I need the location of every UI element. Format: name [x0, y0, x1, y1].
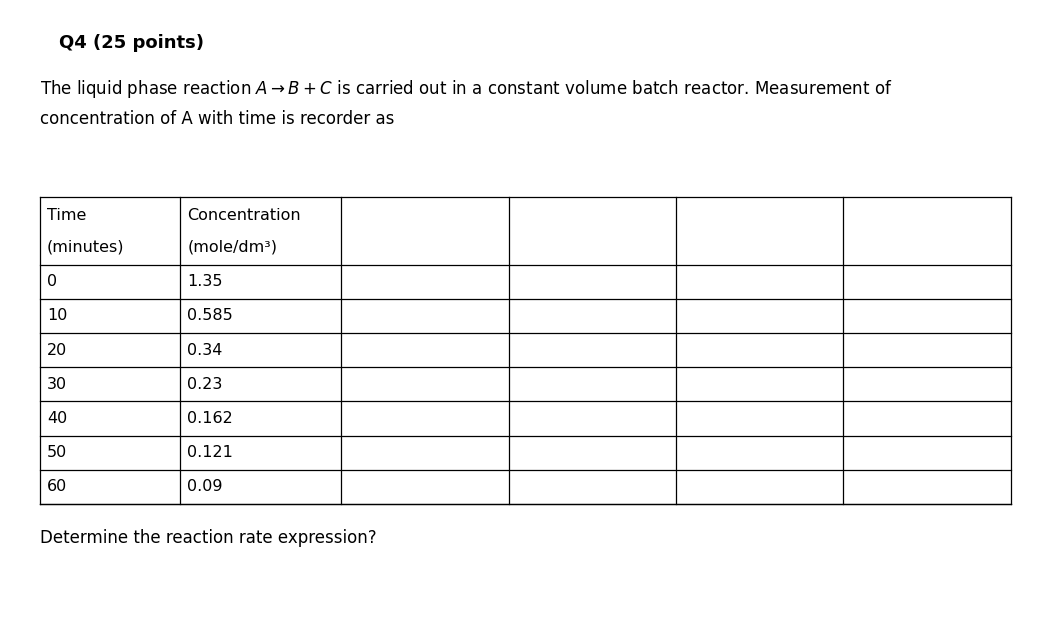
Text: 0.162: 0.162: [187, 411, 233, 426]
Text: Determine the reaction rate expression?: Determine the reaction rate expression?: [40, 529, 376, 547]
Text: 10: 10: [47, 309, 68, 324]
Text: (mole/dm³): (mole/dm³): [187, 239, 278, 254]
Text: Q4 (25 points): Q4 (25 points): [59, 34, 204, 53]
Text: 0.585: 0.585: [187, 309, 233, 324]
Text: The liquid phase reaction $A \rightarrow B + C$ is carried out in a constant vol: The liquid phase reaction $A \rightarrow…: [40, 78, 892, 100]
Text: 0.09: 0.09: [187, 480, 223, 495]
Text: 0.34: 0.34: [187, 342, 223, 357]
Text: 40: 40: [47, 411, 67, 426]
Text: 50: 50: [47, 445, 67, 460]
Text: 60: 60: [47, 480, 67, 495]
Text: 20: 20: [47, 342, 67, 357]
Text: (minutes): (minutes): [47, 239, 125, 254]
Text: Time: Time: [47, 208, 86, 223]
Text: Concentration: Concentration: [187, 208, 301, 223]
Text: 1.35: 1.35: [187, 274, 223, 289]
Text: 30: 30: [47, 377, 67, 392]
Text: concentration of A with time is recorder as: concentration of A with time is recorder…: [40, 110, 394, 128]
Text: 0: 0: [47, 274, 57, 289]
Text: 0.23: 0.23: [187, 377, 223, 392]
Text: 0.121: 0.121: [187, 445, 233, 460]
